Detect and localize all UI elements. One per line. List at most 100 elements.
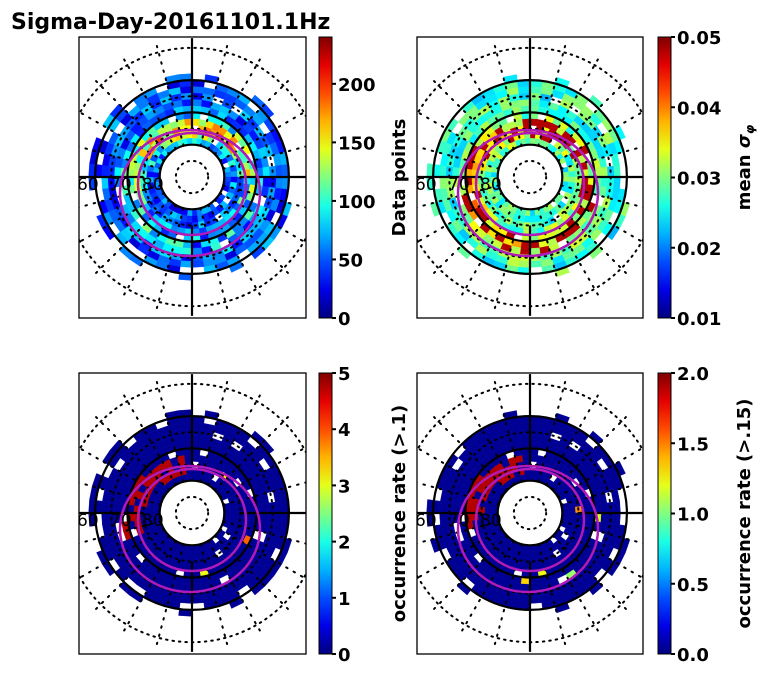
- heatmap-bin: [262, 166, 270, 178]
- grid-dotted-spoke: [493, 44, 523, 147]
- colorbar-tick-label: 150: [338, 133, 376, 154]
- heatmap-bin: [181, 99, 193, 107]
- heatmap-bin: [179, 86, 193, 94]
- grid-dotted-spoke: [461, 539, 515, 632]
- grid-dotted-spoke: [95, 534, 171, 610]
- heatmap-bin: [262, 502, 270, 514]
- grid-circle-80: [158, 479, 226, 547]
- heatmap-bin: [522, 118, 531, 126]
- heatmap-bin: [191, 551, 199, 559]
- heatmap-bin: [191, 260, 205, 268]
- heatmap-bin: [600, 166, 608, 178]
- heatmap-bin: [600, 176, 608, 188]
- grid-dotted-spoke: [417, 481, 500, 506]
- grid-circle-80: [496, 143, 564, 211]
- lat-label: 60: [415, 511, 437, 531]
- heatmap-bin: [519, 583, 531, 591]
- colorbar-tick-label: 4: [338, 420, 351, 441]
- colorbar-tick-label: 100: [338, 192, 376, 213]
- heatmap-bin: [613, 512, 621, 526]
- heatmap-bin: [439, 176, 447, 190]
- colorbar: 0.01 0.02 0.03 0.04 0.05 mean σφ: [657, 28, 757, 330]
- grid-dotted-spoke: [560, 520, 643, 545]
- heatmap-bin: [275, 164, 283, 178]
- heatmap-bin: [568, 170, 576, 178]
- heatmap-bin: [225, 191, 235, 200]
- grid-dotted-spoke: [79, 481, 162, 506]
- grid-dotted-spoke: [417, 145, 500, 170]
- grid-dotted-spoke: [95, 416, 171, 492]
- grid-dotted-spoke: [218, 192, 306, 244]
- colorbar-tick-label: 0: [338, 645, 351, 666]
- heatmap-bin: [519, 99, 531, 107]
- lat-label: 60: [77, 175, 99, 195]
- heatmap-bin: [529, 99, 541, 107]
- grid-dotted-spoke: [461, 203, 515, 296]
- heatmap-bin: [191, 583, 203, 591]
- colorbar: 0 1 2 3 4 5 occurrence rate (>.1): [318, 364, 410, 666]
- lat-label: 80: [480, 175, 502, 195]
- oval-boundary-inner: [474, 131, 586, 237]
- heatmap-bin: [225, 527, 235, 536]
- grid-dotted-spoke: [213, 416, 289, 492]
- heatmap-bin: [275, 500, 283, 514]
- heatmap-bin: [522, 454, 531, 462]
- grid-dotted-spoke: [79, 528, 166, 580]
- colorbar-label: occurrence rate (>.1): [389, 405, 410, 622]
- grid-dotted-spoke: [551, 80, 627, 156]
- grid-dotted-spoke: [155, 380, 185, 483]
- grid-dotted-spoke: [537, 380, 567, 483]
- heatmap-bin: [101, 512, 109, 526]
- colorbar-gradient: [318, 372, 333, 655]
- oval-boundary-outer: [456, 464, 600, 594]
- grid-dotted-spoke: [207, 539, 261, 632]
- grid-dotted-circle: [512, 495, 548, 531]
- oval-boundary-inner: [136, 467, 248, 573]
- grid-dotted-spoke: [551, 534, 627, 610]
- grid-dotted-spoke: [155, 44, 185, 147]
- grid-dotted-spoke: [222, 481, 306, 506]
- grid-dotted-spoke: [560, 481, 643, 506]
- colorbar-tick-label: 2.0: [677, 364, 709, 385]
- heatmap-bin: [517, 596, 531, 604]
- heatmap-bin: [529, 422, 543, 430]
- grid-dotted-circle: [512, 159, 548, 195]
- heatmap-bin: [181, 583, 193, 591]
- axes-frame: [416, 36, 644, 319]
- heatmap-bin: [439, 500, 447, 514]
- colorbar-tick-label: 2: [338, 533, 351, 554]
- heatmap-bin: [275, 176, 283, 190]
- grid-dotted-spoke: [199, 380, 229, 483]
- colorbar-tick-label: 0: [338, 309, 351, 330]
- heatmap-bin: [191, 215, 199, 223]
- heatmap-bin: [179, 260, 193, 268]
- heatmap-bin: [230, 170, 238, 178]
- heatmap-bin: [191, 86, 205, 94]
- colorbar-tick-label: 5: [338, 364, 351, 385]
- heatmap-bin: [519, 247, 531, 255]
- heatmap-bin: [439, 512, 447, 526]
- colorbar-gradient: [318, 36, 333, 319]
- heatmap-bin: [181, 247, 193, 255]
- colorbar-tick-label: 1: [338, 589, 351, 610]
- grid-dotted-spoke: [545, 203, 599, 296]
- lat-label: 80: [142, 511, 164, 531]
- panel-data-points: 60 70 80 0 50 100 150 200 Data points: [77, 36, 410, 330]
- heatmap-bin: [529, 86, 543, 94]
- lat-label: 70: [110, 175, 132, 195]
- panel-mean-sigma-phi: 60 70 80 0.01 0.02 0.03 0.04 0.05 mean σφ: [416, 28, 757, 330]
- colorbar-gradient: [657, 36, 672, 319]
- heatmap-bin: [101, 500, 109, 514]
- heatmap-bin: [184, 118, 193, 126]
- grid-dotted-spoke: [123, 203, 177, 296]
- lat-label: 80: [142, 175, 164, 195]
- colorbar-tick-label: 0.01: [677, 309, 721, 330]
- heatmap-bin: [529, 260, 543, 268]
- lat-label: 70: [448, 175, 470, 195]
- heatmap-bin: [262, 176, 270, 188]
- colorbar-tick-label: 0.04: [677, 98, 721, 119]
- colorbar: 0 50 100 150 200 Data points: [318, 36, 410, 330]
- oval-boundary-outer: [456, 128, 600, 258]
- grid-dotted-spoke: [199, 44, 229, 147]
- lat-label: 80: [480, 511, 502, 531]
